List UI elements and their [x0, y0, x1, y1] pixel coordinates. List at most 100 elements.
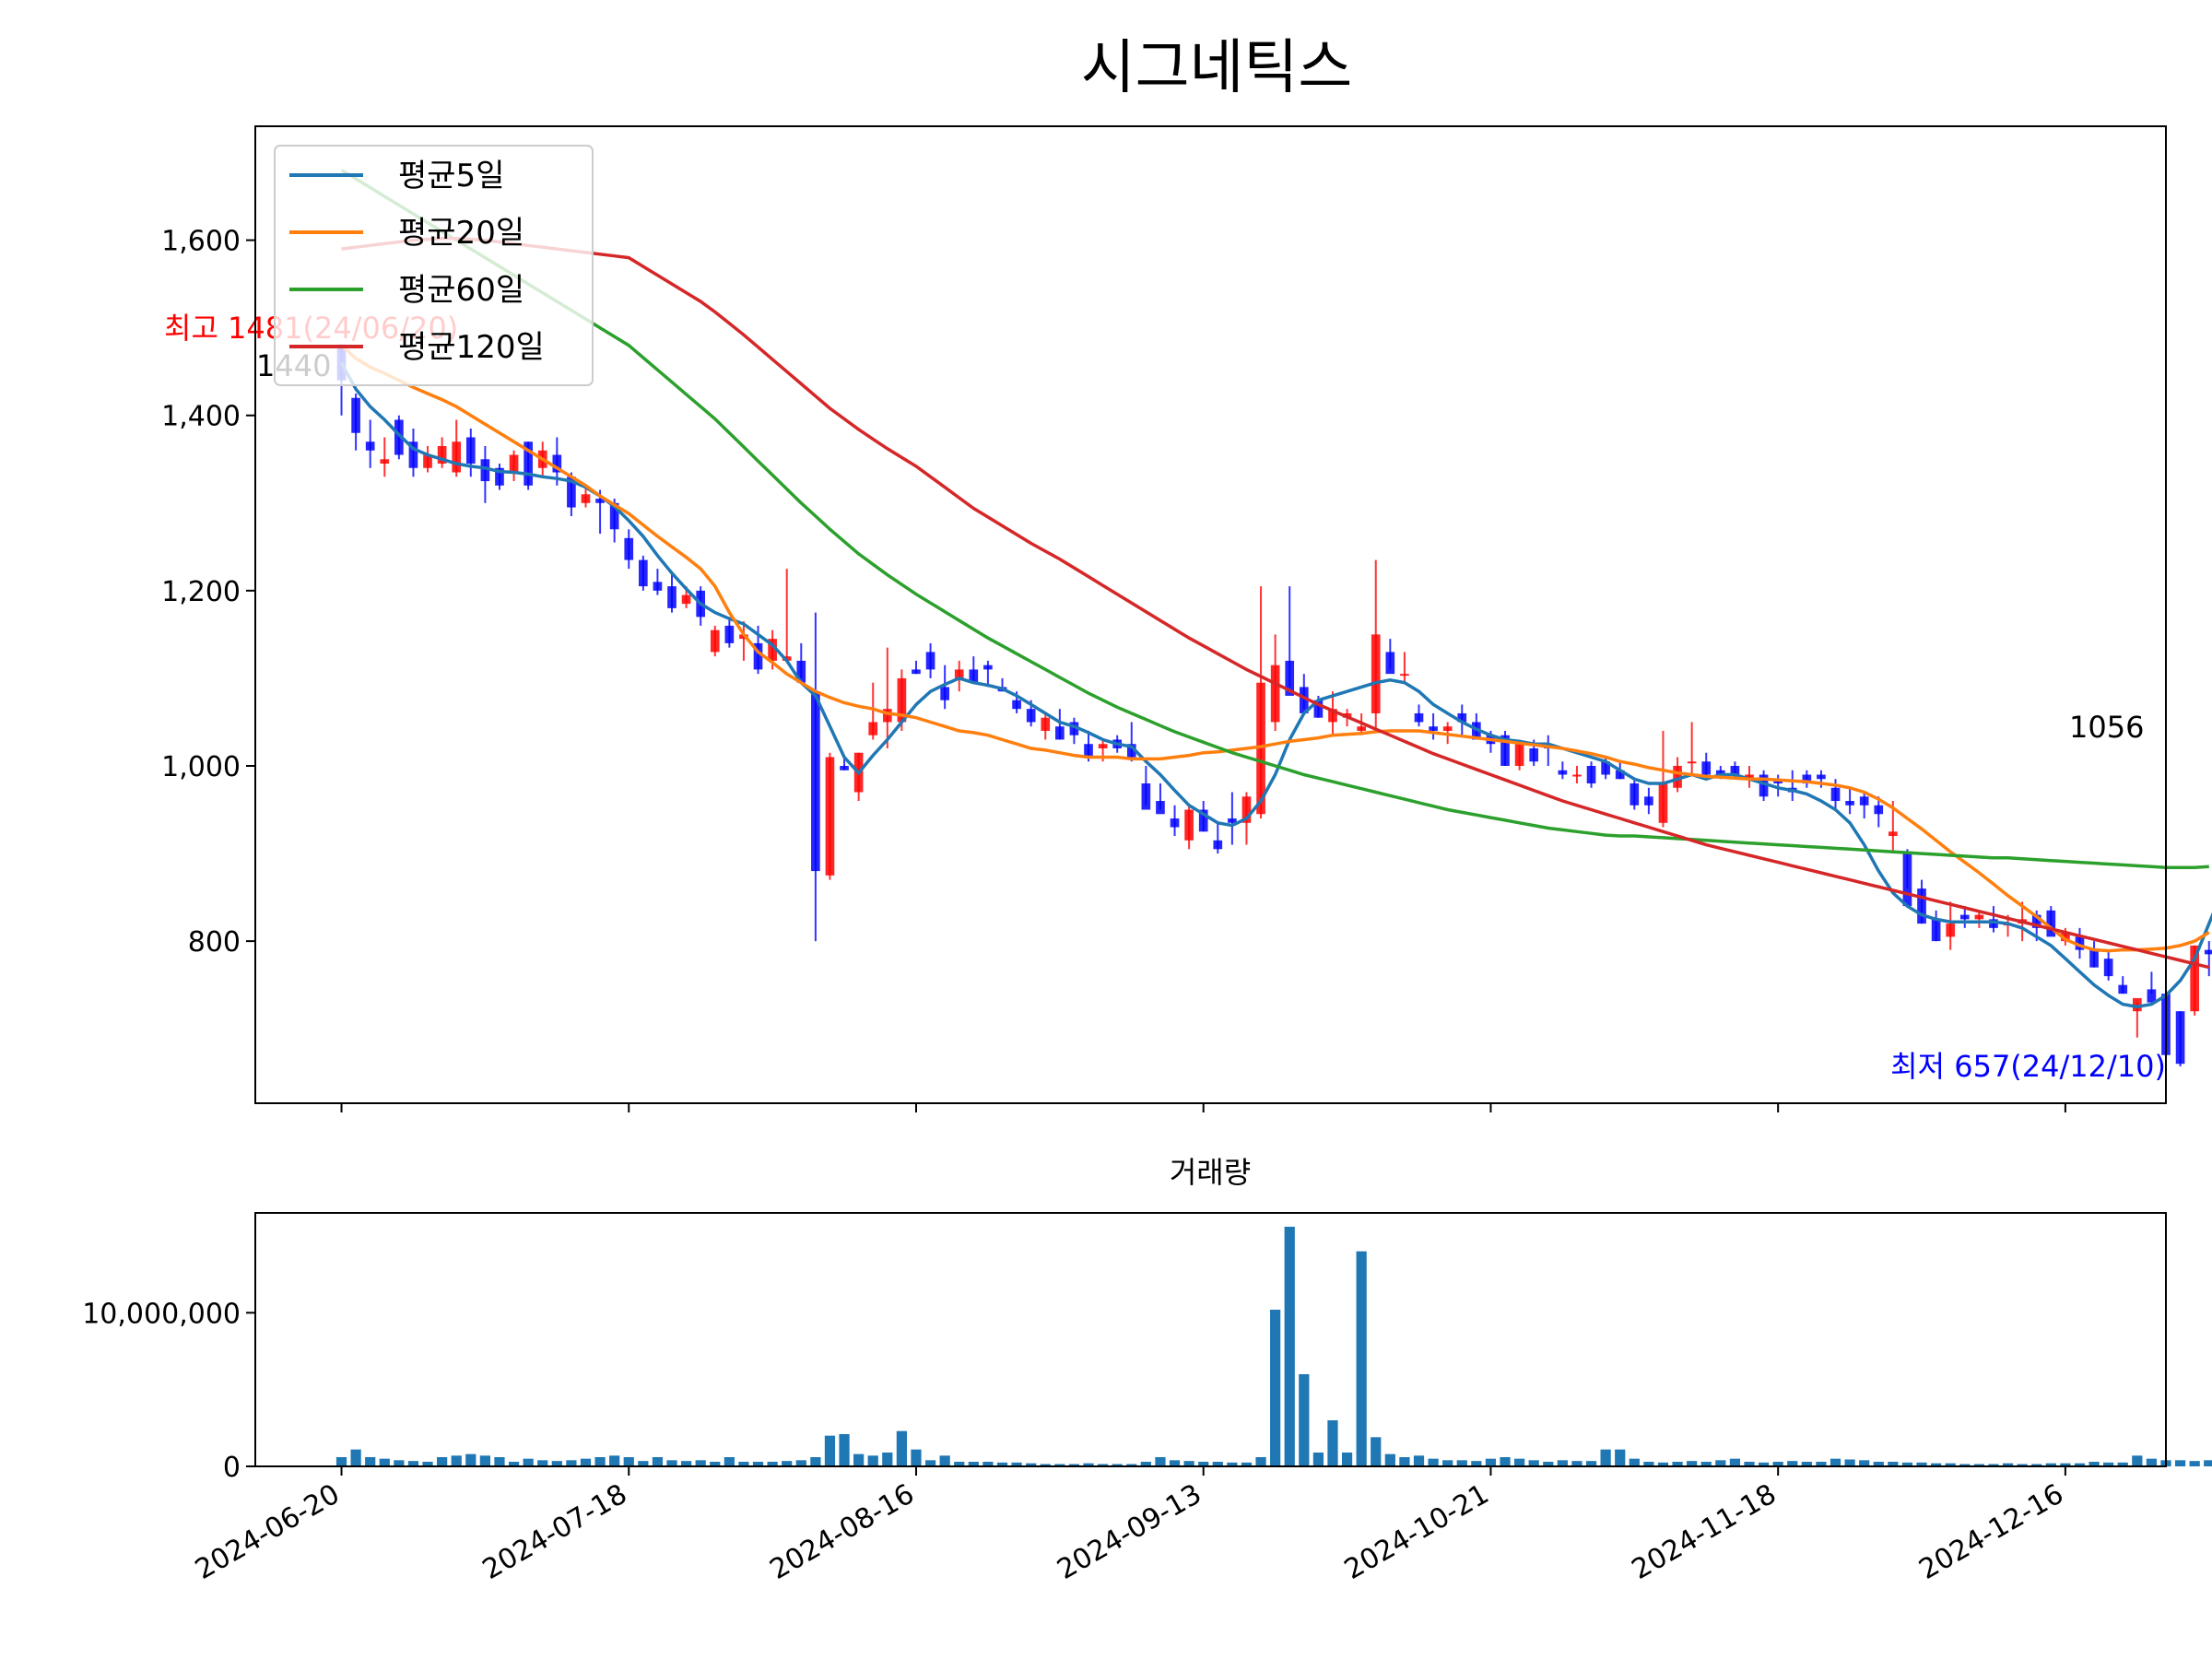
candle-body: [466, 437, 476, 464]
volume-bar: [437, 1457, 447, 1466]
y-tick-label: 1,400: [161, 401, 241, 433]
volume-bar: [911, 1450, 921, 1466]
volume-bar: [1414, 1455, 1424, 1466]
y-tick-label: 1,600: [161, 226, 241, 258]
candle-body: [1701, 761, 1711, 774]
candle-body: [351, 398, 360, 433]
volume-bar: [1299, 1374, 1309, 1466]
volume-bar: [1357, 1252, 1367, 1466]
volume-bar: [1342, 1453, 1352, 1466]
candle-body: [510, 455, 519, 473]
candle-body: [667, 586, 677, 608]
candle-body: [2176, 1011, 2185, 1064]
volume-bar: [882, 1453, 892, 1466]
candle-body: [1845, 801, 1854, 806]
legend-label-ma5: 평균5일: [398, 158, 504, 194]
candle-body: [682, 595, 691, 605]
candle-body: [1529, 748, 1538, 761]
candle-body: [811, 691, 820, 871]
volume-bar: [594, 1457, 605, 1466]
volume-bar: [1615, 1450, 1625, 1466]
candle-body: [1559, 771, 1568, 775]
candle-body: [1932, 919, 1941, 941]
volume-bar: [624, 1457, 634, 1466]
volume-bar: [868, 1455, 878, 1466]
candle-body: [1946, 924, 1955, 936]
candle-body: [1271, 665, 1280, 723]
candle-body: [1385, 652, 1394, 674]
candle-body: [1213, 841, 1222, 850]
candle-body: [1874, 806, 1883, 815]
candle-body: [725, 626, 735, 643]
volume-bar: [480, 1455, 490, 1466]
volume-bar: [1385, 1454, 1395, 1466]
volume-bar: [1399, 1457, 1409, 1466]
candle-body: [1012, 700, 1021, 710]
y-tick-label: 1,000: [161, 751, 241, 783]
candle-body: [2118, 985, 2127, 994]
volume-bar: [1514, 1459, 1524, 1466]
volume-bar: [365, 1457, 375, 1466]
volume-bar: [452, 1455, 462, 1466]
volume-bar: [1730, 1459, 1740, 1466]
candle-body: [1572, 774, 1582, 776]
volume-bar: [2204, 1460, 2212, 1466]
volume-bar: [940, 1455, 950, 1466]
volume-bar: [653, 1457, 663, 1466]
volume-bar: [609, 1455, 619, 1466]
candle-body: [639, 560, 648, 587]
candle-body: [983, 665, 993, 670]
candle-body: [1903, 853, 1912, 906]
candle-body: [653, 582, 663, 591]
candle-body: [380, 459, 389, 464]
y-tick-label: 800: [188, 926, 241, 959]
volume-bar: [1486, 1459, 1496, 1466]
legend-label-ma60: 평균60일: [398, 272, 524, 309]
volume-bar: [581, 1459, 591, 1466]
candle-body: [1041, 718, 1050, 731]
candle-body: [1142, 783, 1151, 810]
candle-body: [1027, 709, 1036, 722]
candle-body: [912, 669, 921, 674]
low-annotation: 최저 657(24/12/10): [1890, 1049, 2166, 1084]
candle-body: [1415, 713, 1424, 723]
candle-body: [1429, 726, 1438, 731]
volume-bar: [350, 1450, 360, 1466]
volume-bar: [2190, 1461, 2200, 1466]
last-close-annotation: 1056: [2069, 710, 2144, 745]
volume-bar: [1830, 1459, 1841, 1466]
candle-body: [1371, 634, 1381, 713]
volume-bar: [1155, 1457, 1165, 1466]
candle-body: [1587, 766, 1596, 783]
volume-bar: [1270, 1310, 1280, 1466]
candle-body: [868, 722, 877, 735]
candle-body: [1055, 726, 1065, 739]
candle-body: [582, 494, 591, 503]
volume-bar: [724, 1457, 735, 1466]
volume-bar: [465, 1454, 476, 1466]
volume-title: 거래량: [1170, 1155, 1251, 1190]
volume-bar: [2175, 1460, 2185, 1466]
y-tick-label: 1,200: [161, 576, 241, 608]
candle-body: [1443, 726, 1453, 731]
volume-bar: [810, 1457, 820, 1466]
candle-body: [1817, 774, 1826, 779]
candle-body: [1630, 783, 1639, 806]
candle-body: [1831, 788, 1841, 801]
legend-label-ma120: 평균120일: [398, 329, 545, 366]
volume-y-tick-label: 10,000,000: [82, 1298, 241, 1330]
candle-body: [1644, 796, 1653, 806]
candle-body: [1860, 796, 1869, 806]
legend-label-ma20: 평균20일: [398, 215, 524, 252]
candle-body: [2089, 950, 2099, 968]
volume-bar: [1327, 1420, 1337, 1466]
candle-body: [2104, 959, 2113, 976]
candle-body: [452, 441, 461, 472]
candle-body: [1917, 888, 1926, 924]
volume-bar: [524, 1459, 534, 1466]
candle-body: [926, 652, 935, 669]
volume-bar: [1255, 1457, 1265, 1466]
legend: 평균5일 평균20일 평균60일 평균120일: [275, 146, 593, 385]
volume-bar: [1601, 1450, 1611, 1466]
candle-body: [1960, 915, 1970, 920]
